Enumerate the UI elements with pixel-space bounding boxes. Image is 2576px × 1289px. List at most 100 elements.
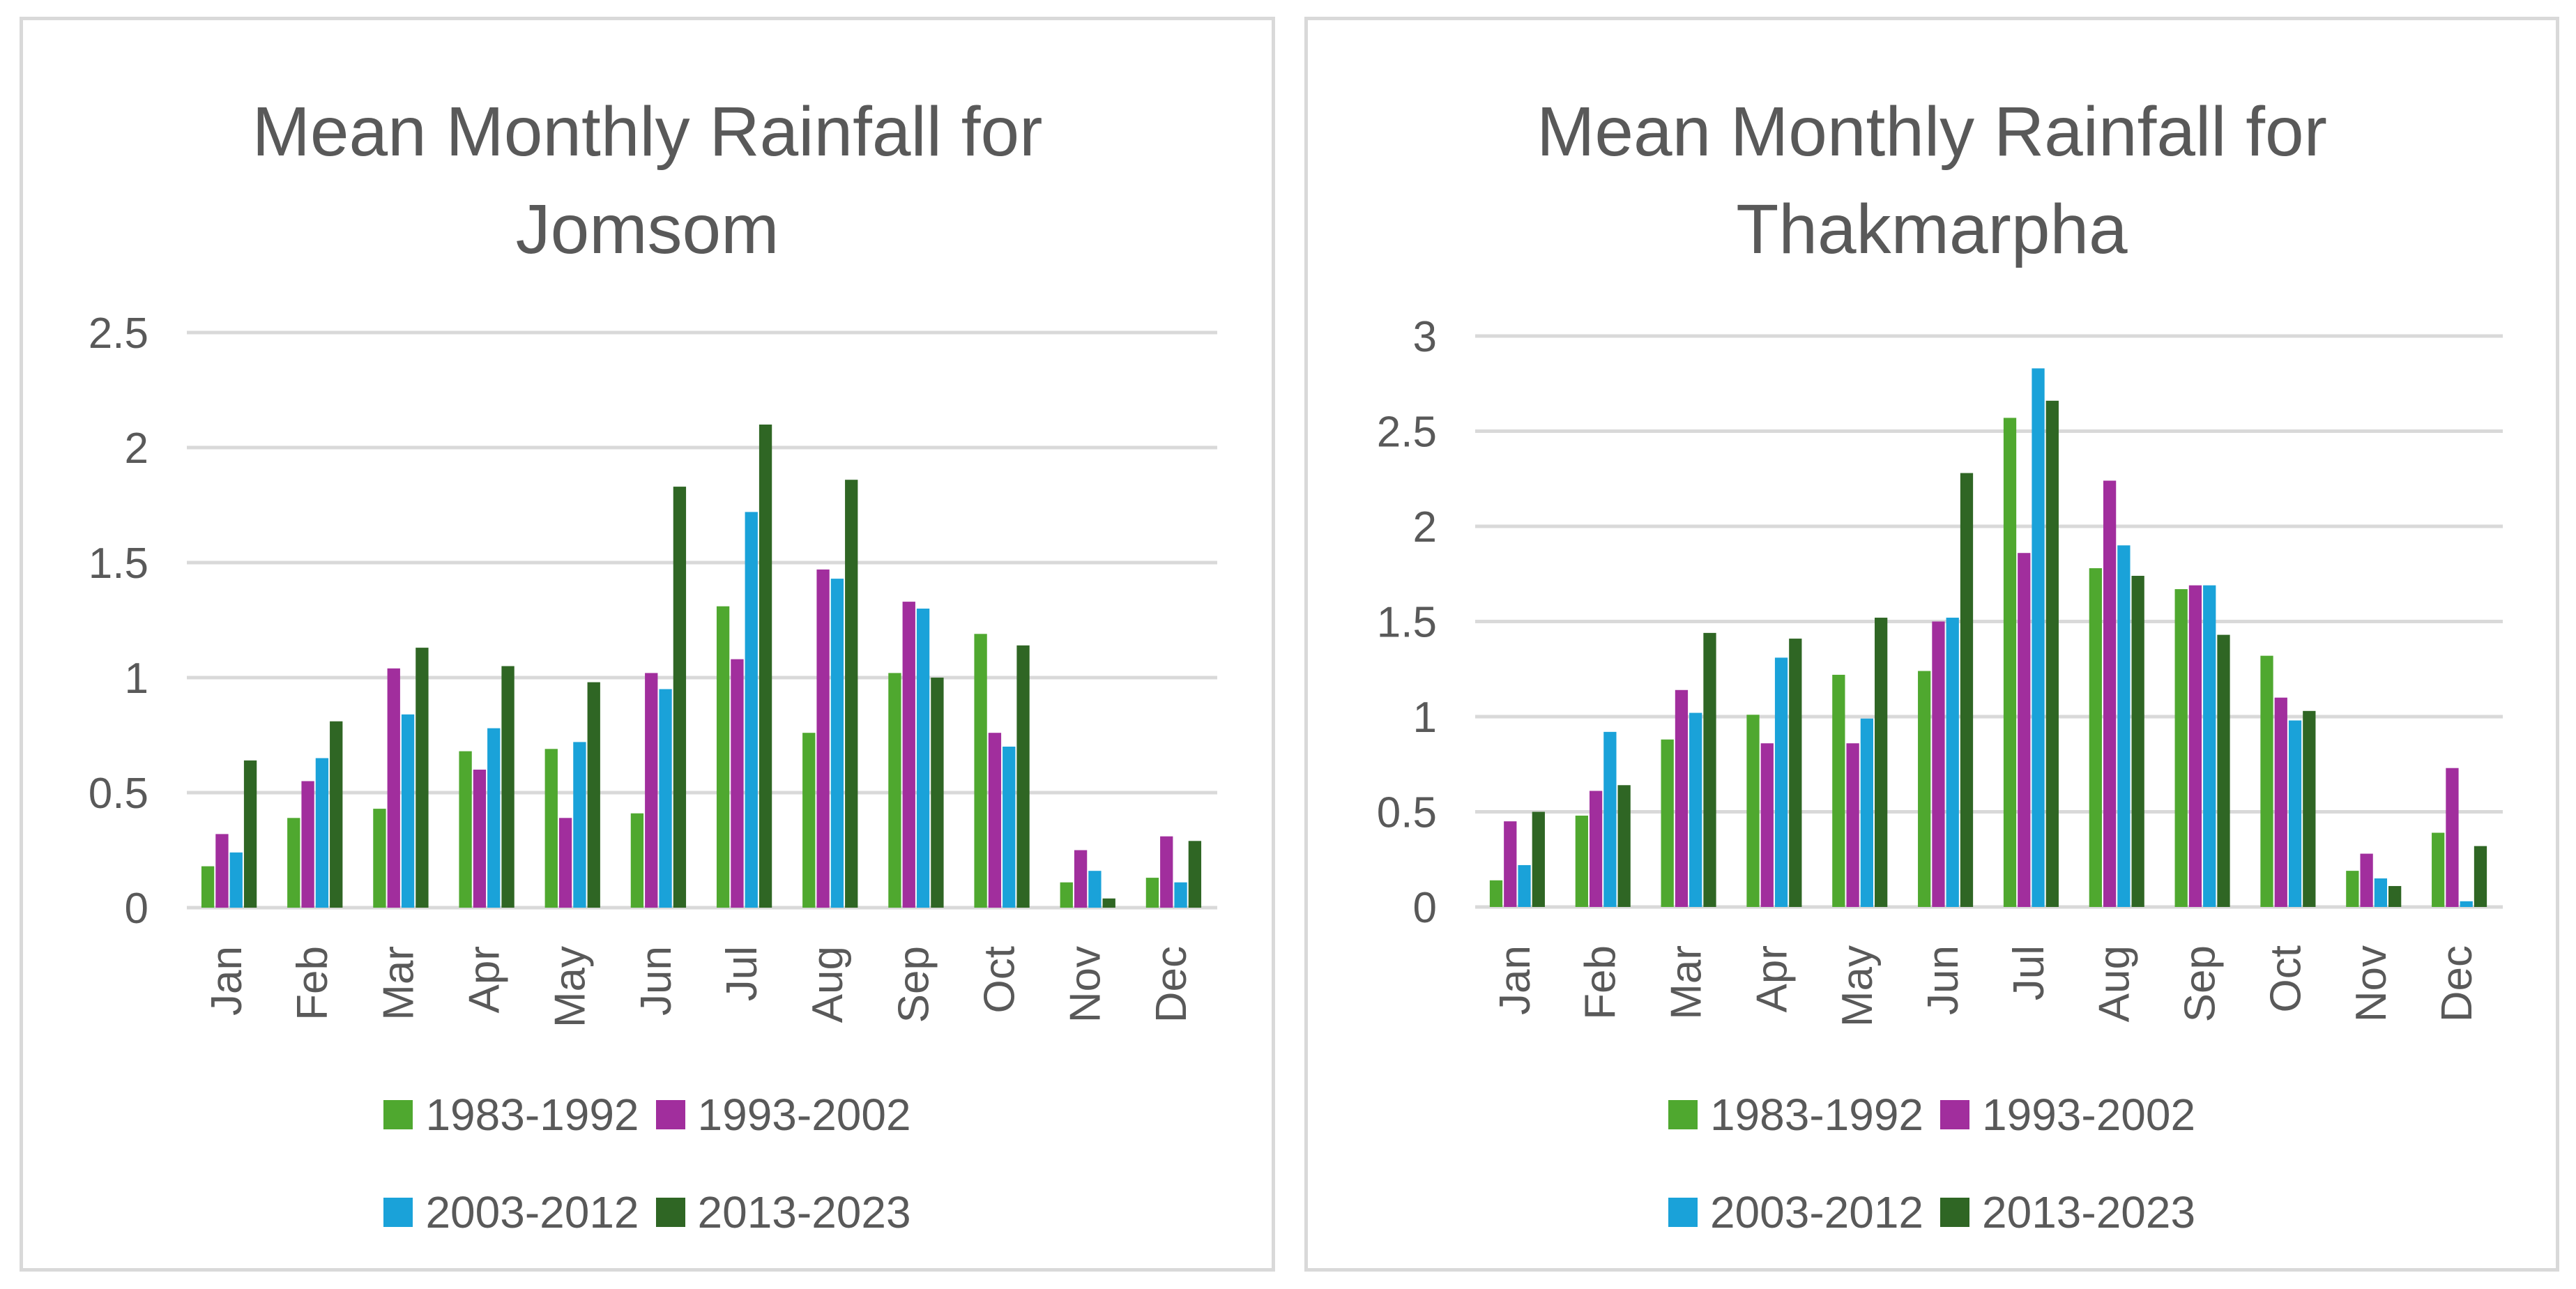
bar (473, 770, 487, 908)
bar (1575, 815, 1588, 907)
bar (2174, 589, 2188, 907)
bar (587, 682, 600, 908)
bar (1960, 473, 1974, 907)
bar (1846, 743, 1859, 907)
bar (759, 425, 772, 908)
bar (1532, 811, 1545, 907)
legend-label: 2013-2023 (1982, 1187, 2196, 1237)
x-tick-label: Apr (460, 946, 508, 1013)
y-tick-label: 2.5 (89, 310, 148, 358)
bar (2045, 400, 2059, 907)
x-tick-label: Mar (1662, 945, 1710, 1020)
bar (745, 512, 758, 908)
bar (830, 579, 844, 908)
x-tick-label: Aug (804, 946, 852, 1023)
bar (459, 751, 472, 908)
legend-label: 1983-1992 (425, 1090, 639, 1140)
x-tick-label: Aug (2091, 945, 2139, 1022)
x-tick-label: Jan (203, 946, 251, 1016)
bar (1145, 878, 1159, 908)
bar (2388, 885, 2402, 907)
x-tick-label: Jun (1919, 945, 1967, 1015)
chart-title: Mean Monthly Rainfall for Thakmarpha (1308, 83, 2556, 278)
bar (659, 689, 672, 908)
legend-swatch (1940, 1100, 1969, 1129)
bar (201, 866, 215, 908)
legend-item: 1983-1992 (1668, 1089, 1923, 1141)
bar (1774, 657, 1788, 907)
y-tick-label: 1.5 (89, 540, 148, 588)
legend-label: 1993-2002 (697, 1090, 911, 1140)
x-tick-label: Sep (2176, 945, 2224, 1022)
x-tick-label: Oct (2262, 945, 2310, 1012)
y-tick-label: 1.5 (1377, 599, 1437, 647)
x-tick-label: Sep (890, 946, 938, 1023)
bar (2260, 655, 2273, 907)
bar (544, 749, 558, 908)
bar (1102, 898, 1115, 908)
x-tick-label: Oct (975, 946, 1023, 1013)
chart-title-line-2: Thakmarpha (1736, 190, 2128, 268)
bar (1088, 871, 1102, 908)
bar (902, 602, 915, 908)
bar (1689, 712, 1702, 907)
bar (816, 569, 830, 908)
legend-label: 1983-1992 (1709, 1090, 1923, 1140)
x-tick-label: Jun (632, 946, 680, 1016)
bar (387, 668, 400, 908)
bar (2188, 585, 2202, 907)
legend-label: 2013-2023 (697, 1187, 911, 1237)
bar (243, 760, 257, 908)
y-tick-label: 1 (1413, 694, 1437, 742)
bar (1703, 632, 1716, 907)
chart-panel-thakmarpha: Mean Monthly Rainfall for Thakmarpha 0 0.… (1304, 17, 2559, 1272)
bar (1832, 674, 1845, 907)
legend-row-2: 2003-2012 2013-2023 (23, 1164, 1272, 1261)
bar (931, 678, 944, 908)
chart-panel-jomsom: Mean Monthly Rainfall for Jomsom 0 0.5 1 1.… (20, 17, 1275, 1272)
bar (974, 634, 987, 908)
bar (1489, 880, 1503, 907)
bar (2217, 634, 2230, 907)
bar (2117, 545, 2131, 907)
bar (645, 673, 658, 908)
legend-item: 2003-2012 (383, 1187, 639, 1238)
y-tick-label: 0 (125, 885, 148, 933)
bar (558, 818, 572, 908)
bar (802, 733, 816, 908)
legend-swatch (1940, 1198, 1969, 1227)
bar (2103, 480, 2117, 907)
bar (1016, 645, 1030, 908)
bar (416, 648, 429, 908)
bar (731, 659, 744, 908)
legend-item: 2003-2012 (1668, 1187, 1923, 1238)
bar (2360, 853, 2373, 907)
bar (2432, 832, 2445, 907)
bar (673, 487, 687, 908)
bar (2203, 585, 2216, 907)
bar (1789, 639, 1802, 907)
x-tick-label: Mar (374, 946, 422, 1021)
chart-title: Mean Monthly Rainfall for Jomsom (23, 83, 1272, 278)
x-tick-label: May (547, 946, 595, 1028)
bar-chart-jomsom: 0 0.5 1 1.5 2 2.5 Jan Feb Mar Apr May Jun Jul Aug Sep O… (89, 310, 1217, 1028)
bar (1188, 841, 1202, 908)
legend-swatch (655, 1100, 685, 1129)
bar (1946, 618, 1959, 907)
bar (2274, 697, 2287, 907)
bar (2446, 768, 2459, 907)
bar (2374, 878, 2388, 907)
bar (1589, 791, 1603, 907)
legend-swatch (383, 1198, 413, 1227)
bar (1875, 618, 1888, 907)
x-tick-label: Jul (718, 946, 766, 1001)
bar (1003, 747, 1016, 908)
bar (716, 606, 730, 908)
bar (487, 728, 501, 908)
legend-label: 2003-2012 (425, 1187, 639, 1237)
x-tick-label: Jan (1491, 945, 1539, 1015)
chart-title-line-2: Jomsom (515, 190, 779, 268)
legend-swatch (1668, 1100, 1698, 1129)
bar (2460, 901, 2473, 907)
x-tick-label: Nov (2347, 945, 2395, 1022)
